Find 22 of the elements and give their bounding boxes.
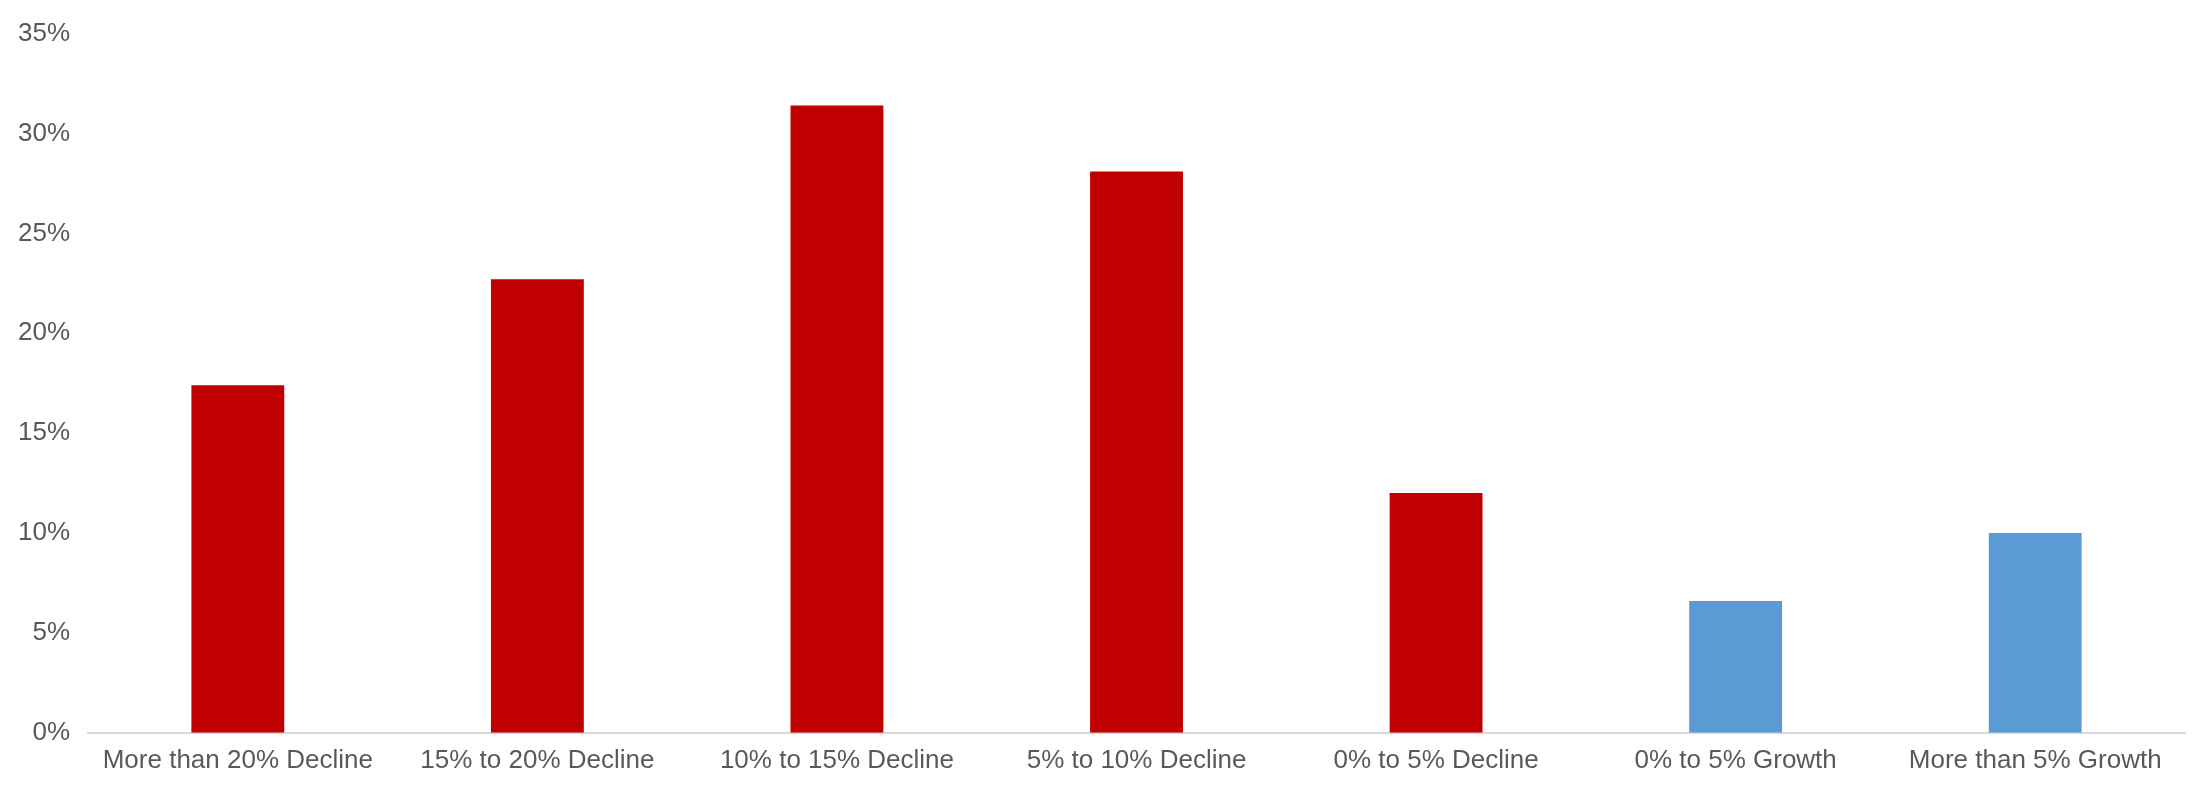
y-tick-label: 5% (32, 616, 71, 647)
bar (1090, 171, 1183, 733)
x-tick-label: 15% to 20% Decline (420, 743, 655, 774)
bar (1689, 600, 1783, 733)
x-tick-label: 10% to 15% Decline (719, 743, 955, 774)
y-tick-label: 20% (17, 316, 71, 347)
x-tick-label: 0% to 5% Growth (1634, 743, 1837, 774)
y-tick-label: 35% (17, 16, 71, 47)
y-tick-label: 10% (17, 516, 71, 547)
x-tick-label: More than 20% Decline (102, 743, 373, 774)
bar (191, 385, 285, 733)
y-tick-label: 15% (17, 416, 71, 447)
y-tick-label: 25% (17, 216, 71, 247)
y-tick-label: 30% (17, 116, 71, 147)
bar (790, 105, 884, 733)
bar (1389, 493, 1483, 733)
x-tick-label: 0% to 5% Decline (1333, 743, 1539, 774)
y-tick-label: 0% (32, 715, 71, 746)
x-tick-label: 5% to 10% Decline (1026, 743, 1247, 774)
bar (1988, 533, 2082, 733)
x-tick-label: More than 5% Growth (1908, 743, 2162, 774)
bar (490, 279, 584, 733)
